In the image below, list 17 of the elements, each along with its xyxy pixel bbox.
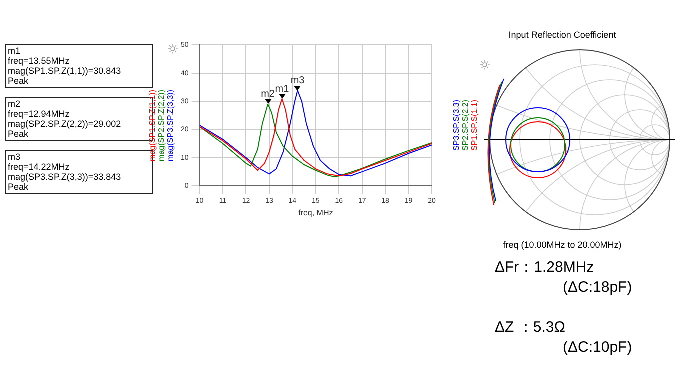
text: ΔZ ：5.3Ω (ΔC:10pF) bbox=[495, 318, 632, 358]
x-axis-title: freq, MHz bbox=[298, 208, 334, 218]
text: Input Reflection Coefficient bbox=[508, 30, 618, 40]
annotation: m2 bbox=[261, 89, 276, 100]
text: freq (10.00MHz to 20.00MHz) bbox=[502, 240, 623, 250]
annotation: m1 bbox=[275, 84, 290, 95]
text: mag(SP1.SP.Z(1,1)) bbox=[148, 90, 157, 162]
text: ΔFr：1.28MHz (ΔC:18pF) bbox=[495, 258, 632, 298]
annotation: m3 bbox=[290, 75, 306, 86]
legend-label: SP2.SP.S(2,2) bbox=[461, 100, 470, 151]
legend-label: SP1.SP.S(1,1) bbox=[470, 100, 479, 151]
text: mag(SP2.SP.Z(2,2)) bbox=[157, 90, 166, 162]
text: m1 freq=13.55MHz mag(SP1.SP.Z(1,1))=30.843 Peak bbox=[5, 44, 153, 88]
text: m3 freq=14.22MHz mag(SP3.SP.Z(3,3))=33.843 Peak bbox=[8, 152, 122, 192]
legend-label: SP3.SP.S(3,3) bbox=[452, 100, 461, 151]
text: mag(SP3.SP.Z(3,3)) bbox=[166, 90, 175, 162]
text: m2 freq=12.94MHz mag(SP2.SP.Z(2,2))=29.002 Peak bbox=[8, 99, 122, 139]
